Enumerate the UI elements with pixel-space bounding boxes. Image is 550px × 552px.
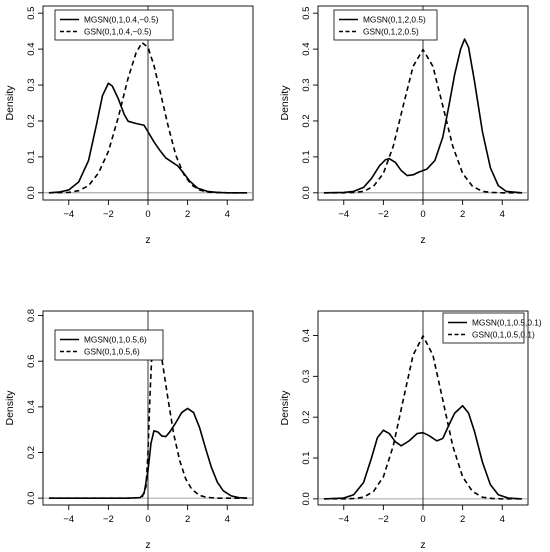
x-tick-label: 2 (185, 209, 190, 220)
gsn-density-curve (48, 331, 248, 499)
legend: MGSN(0,1,2,0.5) GSN(0,1,2,0.5) (333, 9, 438, 41)
y-tick-label: 0.2 (26, 114, 37, 127)
x-tick-label: −4 (63, 209, 74, 220)
legend: MGSN(0,1,0.4,−0.5) GSN(0,1,0.4,−0.5) (54, 9, 174, 41)
y-tick-label: 0.8 (26, 309, 37, 322)
y-axis-label: Density (279, 85, 291, 121)
x-tick-label: 0 (145, 209, 150, 220)
x-tick-label: −2 (378, 514, 389, 525)
x-axis-label: z (145, 234, 150, 246)
x-tick-label: −2 (103, 514, 114, 525)
x-axis-label: z (420, 234, 425, 246)
y-tick-label: 0.1 (301, 451, 312, 464)
gsn-density-curve (323, 48, 523, 194)
x-tick-label: 4 (500, 209, 505, 220)
chart-panel-4: −4 −2 0 2 4 0.0 0.1 0.2 0.3 0.4 z Density MGSN(0,1,0… (279, 310, 542, 551)
y-tick-label: 0.0 (301, 492, 312, 505)
y-tick-label: 0.2 (26, 446, 37, 459)
x-tick-label: −2 (103, 209, 114, 220)
y-tick-label: 0.3 (301, 78, 312, 91)
legend-label: MGSN(0,1,0.5,0.1) (472, 318, 542, 328)
legend-label: GSN(0,1,0.4,−0.5) (84, 27, 152, 37)
legend: MGSN(0,1,0.5,6) GSN(0,1,0.5,6) (54, 329, 164, 361)
x-axis-label: z (145, 539, 150, 551)
y-tick-label: 0.0 (26, 186, 37, 199)
legend-label: GSN(0,1,2,0.5) (363, 27, 419, 37)
y-axis-label: Density (279, 390, 291, 426)
mgsn-density-curve (323, 38, 523, 194)
y-tick-label: 0.0 (301, 186, 312, 199)
x-tick-label: 2 (185, 514, 190, 525)
y-tick-label: 0.2 (301, 411, 312, 424)
mgsn-density-curve (48, 82, 248, 194)
x-tick-label: −2 (378, 209, 389, 220)
chart-panel-2: −4 −2 0 2 4 0.0 0.1 0.2 0.3 0.4 0.5 z Density MGSN(0,… (279, 5, 529, 246)
gsn-density-curve (323, 335, 523, 500)
chart-panel-3: −4 −2 0 2 4 0.0 0.2 0.4 0.6 0.8 z Density MGSN(0,1,0… (4, 309, 254, 551)
legend-label: GSN(0,1,0.5,6) (84, 347, 140, 357)
y-tick-label: 0.5 (301, 7, 312, 20)
y-tick-label: 0.3 (301, 370, 312, 383)
y-tick-label: 0.4 (26, 400, 37, 413)
x-tick-label: 0 (420, 209, 425, 220)
y-tick-label: 0.1 (301, 150, 312, 163)
legend-label: GSN(0,1,0.5,0.1) (472, 330, 535, 340)
legend-box (333, 9, 438, 41)
y-tick-label: 0.1 (26, 150, 37, 163)
x-tick-label: 2 (460, 209, 465, 220)
x-tick-label: −4 (338, 209, 349, 220)
chart-panel-1: −4 −2 0 2 4 0.0 0.1 0.2 0.3 0.4 0.5 z Density MGSN(0,… (4, 5, 254, 246)
y-tick-label: 0.5 (26, 7, 37, 20)
legend-label: MGSN(0,1,0.5,6) (84, 335, 147, 345)
x-tick-label: 4 (225, 209, 230, 220)
legend-box (442, 312, 525, 344)
legend-box (54, 9, 174, 41)
y-tick-label: 0.6 (26, 355, 37, 368)
y-tick-label: 0.4 (26, 43, 37, 56)
y-tick-label: 0.4 (301, 329, 312, 342)
y-tick-label: 0.2 (301, 114, 312, 127)
y-tick-label: 0.3 (26, 78, 37, 91)
gsn-density-curve (48, 41, 248, 194)
x-tick-label: 2 (460, 514, 465, 525)
legend-label: MGSN(0,1,0.4,−0.5) (84, 15, 159, 25)
x-axis-label: z (420, 539, 425, 551)
x-tick-label: 4 (225, 514, 230, 525)
y-tick-label: 0.0 (26, 492, 37, 505)
mgsn-density-curve (323, 404, 523, 500)
y-axis-label: Density (4, 390, 16, 426)
x-tick-label: 4 (500, 514, 505, 525)
legend-box (54, 329, 164, 361)
x-tick-label: −4 (63, 514, 74, 525)
x-tick-label: −4 (338, 514, 349, 525)
legend-label: MGSN(0,1,2,0.5) (363, 15, 426, 25)
y-axis-label: Density (4, 85, 16, 121)
y-tick-label: 0.4 (301, 43, 312, 56)
x-tick-label: 0 (145, 514, 150, 525)
x-tick-label: 0 (420, 514, 425, 525)
legend: MGSN(0,1,0.5,0.1) GSN(0,1,0.5,0.1) (442, 312, 542, 344)
